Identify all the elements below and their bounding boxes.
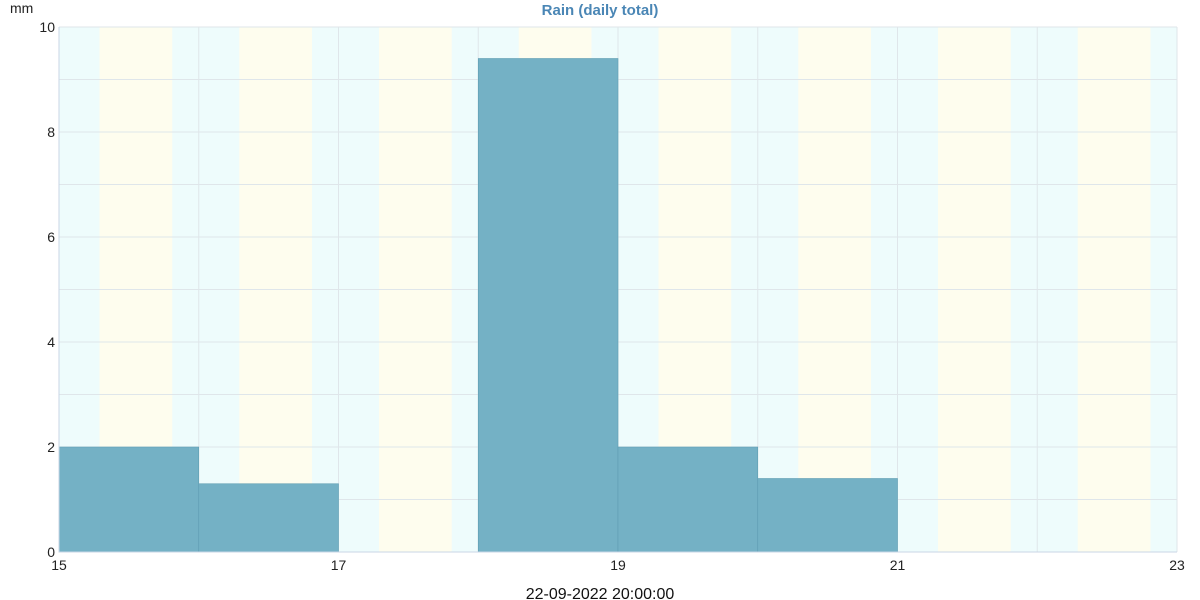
x-tick-label: 19	[610, 557, 626, 573]
y-tick-label: 8	[47, 124, 55, 140]
y-axis-unit: mm	[10, 0, 33, 16]
axes	[58, 27, 1177, 553]
y-tick-label: 2	[47, 439, 55, 455]
x-tick-label: 15	[51, 557, 67, 573]
x-tick-label: 17	[331, 557, 347, 573]
chart-title: Rain (daily total)	[542, 2, 659, 19]
rain-bar	[58, 446, 200, 553]
x-tick-label: 21	[890, 557, 906, 573]
y-tick-labels: 0 2 4 6 8 10	[39, 19, 55, 560]
y-tick-label: 6	[47, 229, 55, 245]
rain-bar	[617, 446, 759, 553]
rain-bars	[58, 58, 898, 553]
rain-bar	[477, 58, 619, 553]
y-tick-label: 10	[39, 19, 55, 35]
y-tick-label: 4	[47, 334, 55, 350]
x-tick-label: 23	[1169, 557, 1185, 573]
rain-bar	[757, 478, 898, 553]
x-tick-labels: 15 17 19 21 23	[51, 557, 1185, 573]
y-tick-label: 0	[47, 544, 55, 560]
rain-bar	[198, 483, 339, 553]
x-axis-label: 22-09-2022 20:00:00	[526, 586, 675, 600]
